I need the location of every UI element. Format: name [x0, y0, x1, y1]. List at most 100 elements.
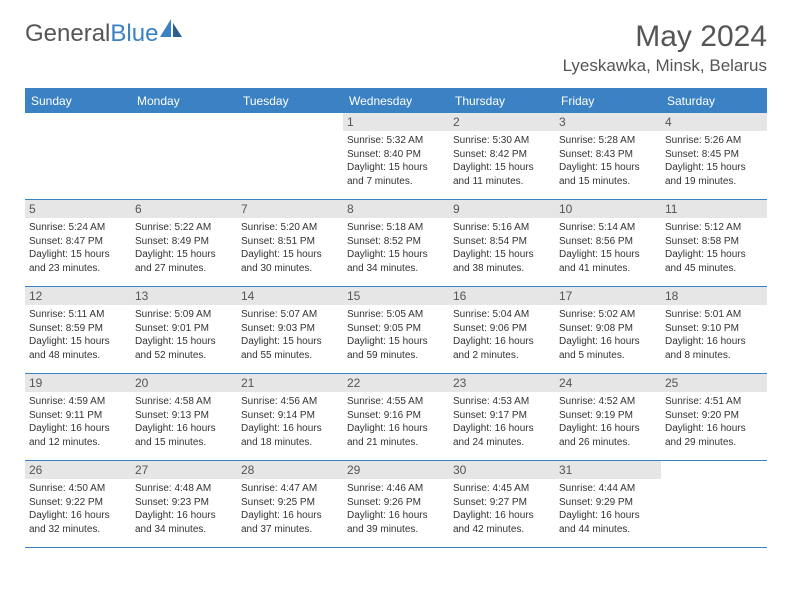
day-info: Sunrise: 4:48 AMSunset: 9:23 PMDaylight:… — [135, 482, 233, 536]
day-info: Sunrise: 5:01 AMSunset: 9:10 PMDaylight:… — [665, 308, 763, 362]
sunrise-text: Sunrise: 5:12 AM — [665, 221, 763, 235]
day-cell — [237, 113, 343, 199]
daylight-text: Daylight: 15 hours and 59 minutes. — [347, 335, 445, 362]
day-info: Sunrise: 4:51 AMSunset: 9:20 PMDaylight:… — [665, 395, 763, 449]
daylight-text: Daylight: 15 hours and 11 minutes. — [453, 161, 551, 188]
day-number: 26 — [25, 461, 131, 479]
sunset-text: Sunset: 9:10 PM — [665, 322, 763, 336]
daylight-text: Daylight: 15 hours and 34 minutes. — [347, 248, 445, 275]
day-cell: 24Sunrise: 4:52 AMSunset: 9:19 PMDayligh… — [555, 374, 661, 460]
day-number: 4 — [661, 113, 767, 131]
daylight-text: Daylight: 16 hours and 44 minutes. — [559, 509, 657, 536]
daylight-text: Daylight: 15 hours and 23 minutes. — [29, 248, 127, 275]
sunset-text: Sunset: 8:59 PM — [29, 322, 127, 336]
day-cell: 19 Sunrise: 4:59 AMSunset: 9:11 PMDayligh… — [25, 374, 131, 460]
daylight-text: Daylight: 15 hours and 41 minutes. — [559, 248, 657, 275]
daylight-text: Daylight: 15 hours and 55 minutes. — [241, 335, 339, 362]
sunrise-text: Sunrise: 5:14 AM — [559, 221, 657, 235]
daylight-text: Daylight: 15 hours and 45 minutes. — [665, 248, 763, 275]
day-cell: 22Sunrise: 4:55 AMSunset: 9:16 PMDayligh… — [343, 374, 449, 460]
sunset-text: Sunset: 9:27 PM — [453, 496, 551, 510]
day-cell: 31Sunrise: 4:44 AMSunset: 9:29 PMDayligh… — [555, 461, 661, 547]
sunset-text: Sunset: 8:45 PM — [665, 148, 763, 162]
sunrise-text: Sunrise: 5:05 AM — [347, 308, 445, 322]
day-info: Sunrise: 4:44 AMSunset: 9:29 PMDaylight:… — [559, 482, 657, 536]
sunset-text: Sunset: 9:03 PM — [241, 322, 339, 336]
day-cell — [131, 113, 237, 199]
sunset-text: Sunset: 9:01 PM — [135, 322, 233, 336]
day-info: Sunrise: 5:14 AMSunset: 8:56 PMDaylight:… — [559, 221, 657, 275]
daylight-text: Daylight: 15 hours and 48 minutes. — [29, 335, 127, 362]
day-info: Sunrise: 4:59 AMSunset: 9:11 PMDaylight:… — [29, 395, 127, 449]
day-cell: 11 Sunrise: 5:12 AMSunset: 8:58 PMDayligh… — [661, 200, 767, 286]
day-cell: 20Sunrise: 4:58 AMSunset: 9:13 PMDayligh… — [131, 374, 237, 460]
daylight-text: Daylight: 15 hours and 38 minutes. — [453, 248, 551, 275]
day-info: Sunrise: 4:53 AMSunset: 9:17 PMDaylight:… — [453, 395, 551, 449]
week-row: 1Sunrise: 5:32 AMSunset: 8:40 PMDaylight… — [25, 113, 767, 200]
sunset-text: Sunset: 9:29 PM — [559, 496, 657, 510]
day-cell: 13Sunrise: 5:09 AMSunset: 9:01 PMDayligh… — [131, 287, 237, 373]
weekday-header-row: Sunday Monday Tuesday Wednesday Thursday… — [25, 89, 767, 113]
weekday-header: Friday — [555, 89, 661, 113]
day-cell: 2Sunrise: 5:30 AMSunset: 8:42 PMDaylight… — [449, 113, 555, 199]
day-info: Sunrise: 5:04 AMSunset: 9:06 PMDaylight:… — [453, 308, 551, 362]
day-cell: 8Sunrise: 5:18 AMSunset: 8:52 PMDaylight… — [343, 200, 449, 286]
day-number: 3 — [555, 113, 661, 131]
logo-text-blue: Blue — [110, 20, 158, 47]
day-cell — [661, 461, 767, 547]
day-number: 27 — [131, 461, 237, 479]
sunrise-text: Sunrise: 4:55 AM — [347, 395, 445, 409]
day-cell: 3Sunrise: 5:28 AMSunset: 8:43 PMDaylight… — [555, 113, 661, 199]
sunset-text: Sunset: 8:51 PM — [241, 235, 339, 249]
day-info: Sunrise: 5:32 AMSunset: 8:40 PMDaylight:… — [347, 134, 445, 188]
daylight-text: Daylight: 15 hours and 7 minutes. — [347, 161, 445, 188]
day-number: 20 — [131, 374, 237, 392]
day-info: Sunrise: 4:52 AMSunset: 9:19 PMDaylight:… — [559, 395, 657, 449]
daylight-text: Daylight: 16 hours and 21 minutes. — [347, 422, 445, 449]
day-info: Sunrise: 4:56 AMSunset: 9:14 PMDaylight:… — [241, 395, 339, 449]
sunset-text: Sunset: 8:42 PM — [453, 148, 551, 162]
day-info: Sunrise: 5:12 AMSunset: 8:58 PMDaylight:… — [665, 221, 763, 275]
sunset-text: Sunset: 9:08 PM — [559, 322, 657, 336]
sunset-text: Sunset: 8:58 PM — [665, 235, 763, 249]
day-cell: 14Sunrise: 5:07 AMSunset: 9:03 PMDayligh… — [237, 287, 343, 373]
day-number: 12 — [25, 287, 131, 305]
sunset-text: Sunset: 8:52 PM — [347, 235, 445, 249]
day-cell: 30Sunrise: 4:45 AMSunset: 9:27 PMDayligh… — [449, 461, 555, 547]
day-cell: 17Sunrise: 5:02 AMSunset: 9:08 PMDayligh… — [555, 287, 661, 373]
day-number: 9 — [449, 200, 555, 218]
day-number: 28 — [237, 461, 343, 479]
sunset-text: Sunset: 9:26 PM — [347, 496, 445, 510]
sunrise-text: Sunrise: 5:30 AM — [453, 134, 551, 148]
weekday-header: Saturday — [661, 89, 767, 113]
day-info: Sunrise: 5:18 AMSunset: 8:52 PMDaylight:… — [347, 221, 445, 275]
daylight-text: Daylight: 15 hours and 30 minutes. — [241, 248, 339, 275]
day-info: Sunrise: 5:22 AMSunset: 8:49 PMDaylight:… — [135, 221, 233, 275]
sunset-text: Sunset: 9:25 PM — [241, 496, 339, 510]
day-number: 11 — [661, 200, 767, 218]
day-info: Sunrise: 5:02 AMSunset: 9:08 PMDaylight:… — [559, 308, 657, 362]
logo-text: GeneralBlue — [25, 20, 158, 48]
sunset-text: Sunset: 9:14 PM — [241, 409, 339, 423]
week-row: 19 Sunrise: 4:59 AMSunset: 9:11 PMDayligh… — [25, 374, 767, 461]
day-cell: 1Sunrise: 5:32 AMSunset: 8:40 PMDaylight… — [343, 113, 449, 199]
weekday-header: Wednesday — [343, 89, 449, 113]
sunset-text: Sunset: 9:20 PM — [665, 409, 763, 423]
sunrise-text: Sunrise: 4:52 AM — [559, 395, 657, 409]
sunset-text: Sunset: 9:17 PM — [453, 409, 551, 423]
day-cell: 23Sunrise: 4:53 AMSunset: 9:17 PMDayligh… — [449, 374, 555, 460]
sunset-text: Sunset: 9:23 PM — [135, 496, 233, 510]
sunset-text: Sunset: 9:06 PM — [453, 322, 551, 336]
daylight-text: Daylight: 16 hours and 32 minutes. — [29, 509, 127, 536]
header: GeneralBlue May 2024 Lyeskawka, Minsk, B… — [25, 20, 767, 76]
day-number: 16 — [449, 287, 555, 305]
day-number: 18 — [661, 287, 767, 305]
weekday-header: Monday — [131, 89, 237, 113]
sunset-text: Sunset: 9:13 PM — [135, 409, 233, 423]
sunrise-text: Sunrise: 4:47 AM — [241, 482, 339, 496]
day-number: 19 — [25, 374, 131, 392]
weekday-header: Tuesday — [237, 89, 343, 113]
weekday-header: Thursday — [449, 89, 555, 113]
week-row: 26Sunrise: 4:50 AMSunset: 9:22 PMDayligh… — [25, 461, 767, 548]
day-cell — [25, 113, 131, 199]
